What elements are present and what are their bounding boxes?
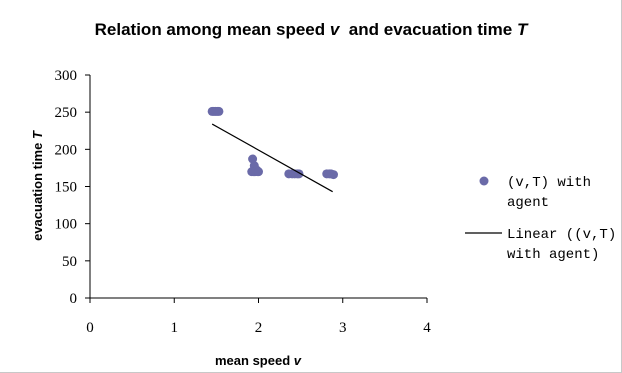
y-tick-label: 250 bbox=[55, 105, 78, 121]
plot-area: 0 50 100 150 200 250 300 0 1 2 3 4 bbox=[55, 68, 432, 336]
legend-label: (v,T) with bbox=[507, 175, 591, 191]
y-tick-label: 150 bbox=[55, 180, 78, 196]
data-point bbox=[254, 167, 263, 177]
y-axis-title: evacuation time T bbox=[30, 130, 45, 241]
y-tick-label: 100 bbox=[55, 217, 78, 233]
y-tick-label: 300 bbox=[55, 68, 78, 84]
x-tick-label: 0 bbox=[86, 320, 94, 336]
chart-title: Relation among mean speed v and evacuati… bbox=[95, 20, 529, 39]
legend-label: Linear ((v,T) bbox=[507, 227, 616, 243]
data-point bbox=[214, 106, 224, 116]
x-axis-title: mean speed v bbox=[215, 353, 302, 368]
data-point bbox=[328, 170, 338, 180]
x-tick-label: 2 bbox=[255, 320, 263, 336]
x-tick-label: 1 bbox=[171, 320, 179, 336]
legend-marker bbox=[479, 176, 489, 186]
x-tick-label: 4 bbox=[423, 320, 431, 336]
legend: (v,T) with agent Linear ((v,T) with agent) bbox=[465, 175, 616, 263]
legend-label: with agent) bbox=[507, 247, 599, 263]
legend-label: agent bbox=[507, 195, 549, 211]
y-tick-label: 200 bbox=[55, 142, 78, 158]
y-tick-label: 50 bbox=[62, 254, 77, 270]
trendline bbox=[211, 123, 333, 193]
y-tick-label: 0 bbox=[70, 291, 78, 307]
x-tick-label: 3 bbox=[339, 320, 347, 336]
